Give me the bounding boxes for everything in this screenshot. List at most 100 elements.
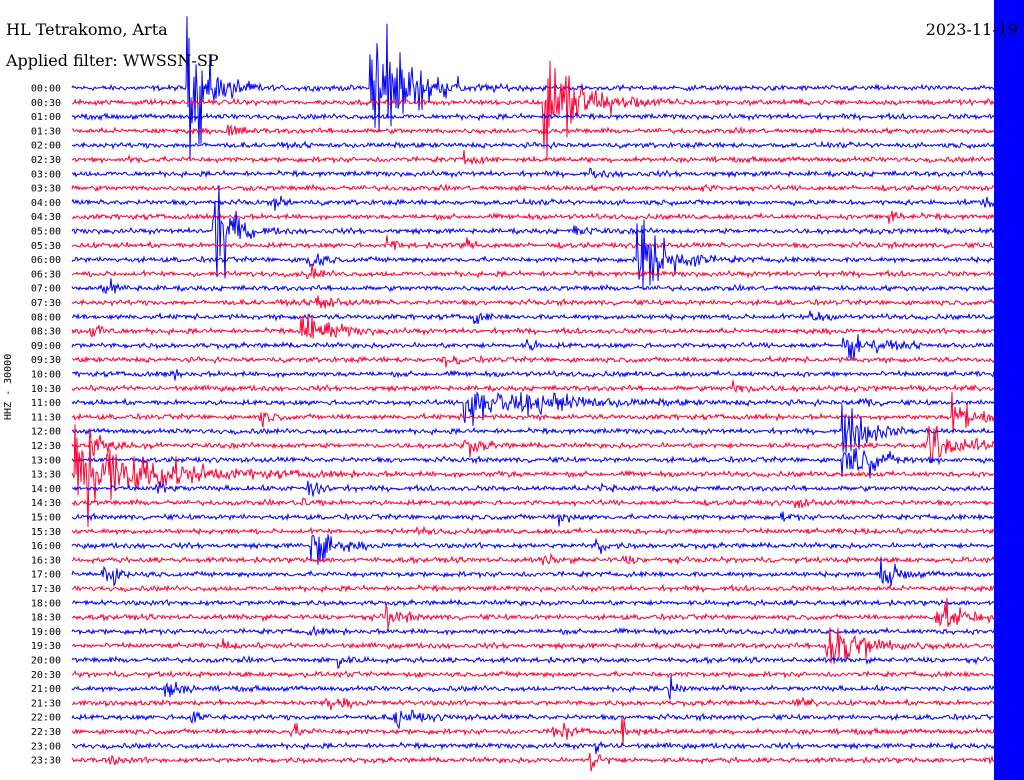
time-tick-label: 06:30 bbox=[31, 269, 61, 280]
time-tick-label: 15:00 bbox=[31, 513, 61, 524]
time-tick-label: 01:30 bbox=[31, 126, 61, 137]
time-tick-label: 03:30 bbox=[31, 184, 61, 195]
trace-line bbox=[71, 235, 1017, 251]
trace-line bbox=[71, 447, 1017, 479]
time-tick-label: 10:00 bbox=[31, 370, 61, 381]
trace-line bbox=[71, 380, 1017, 394]
trace-line bbox=[71, 625, 1017, 637]
trace-line bbox=[71, 525, 1017, 536]
time-tick-label: 17:30 bbox=[31, 584, 61, 595]
time-tick-label: 21:30 bbox=[31, 698, 61, 709]
time-tick-label: 13:00 bbox=[31, 455, 61, 466]
trace-line bbox=[71, 583, 1017, 594]
time-tick-label: 12:30 bbox=[31, 441, 61, 452]
time-tick-label: 05:30 bbox=[31, 241, 61, 252]
trace-line bbox=[71, 425, 1017, 464]
time-tick-label: 06:00 bbox=[31, 255, 61, 266]
station-title: HL Tetrakomo, Arta bbox=[6, 20, 168, 39]
trace-line bbox=[71, 278, 1016, 295]
time-tick-label: 19:30 bbox=[31, 641, 61, 652]
trace-line bbox=[71, 391, 1017, 432]
time-tick-label: 10:30 bbox=[31, 384, 61, 395]
trace-line bbox=[71, 310, 1017, 325]
trace-line bbox=[71, 369, 1017, 381]
trace-line bbox=[71, 669, 1017, 680]
trace-line bbox=[71, 183, 1017, 193]
trace-line bbox=[71, 111, 1017, 122]
trace-line bbox=[71, 752, 1017, 772]
time-tick-label: 01:00 bbox=[31, 112, 61, 123]
time-tick-label: 08:00 bbox=[31, 312, 61, 323]
time-tick-label: 09:30 bbox=[31, 355, 61, 366]
trace-line bbox=[71, 167, 1017, 179]
time-tick-label: 23:00 bbox=[31, 741, 61, 752]
time-tick-label: 04:00 bbox=[31, 198, 61, 209]
trace-line bbox=[71, 195, 1017, 211]
trace-line bbox=[71, 716, 1017, 746]
trace-line bbox=[71, 314, 1017, 339]
time-tick-label: 05:00 bbox=[31, 227, 61, 238]
trace-line bbox=[71, 219, 1017, 290]
trace-line bbox=[71, 534, 1017, 565]
time-tick-label: 21:00 bbox=[31, 684, 61, 695]
trace-line bbox=[71, 295, 1017, 309]
trace-line bbox=[71, 149, 1017, 166]
trace-line bbox=[71, 740, 1017, 755]
time-tick-label: 13:30 bbox=[31, 470, 61, 481]
filter-label: Applied filter: WWSSN-SP bbox=[6, 51, 219, 70]
time-tick-label: 18:00 bbox=[31, 598, 61, 609]
trace-line bbox=[71, 334, 1017, 361]
trace-line bbox=[71, 709, 1017, 730]
trace-line bbox=[72, 597, 1017, 628]
trace-line bbox=[71, 404, 1017, 454]
date-label: 2023-11-19 bbox=[925, 20, 1018, 39]
time-tick-label: 00:30 bbox=[31, 98, 61, 109]
trace-line bbox=[71, 140, 1017, 151]
trace-line bbox=[71, 480, 1017, 497]
time-tick-label: 12:00 bbox=[31, 427, 61, 438]
time-tick-label: 02:00 bbox=[31, 141, 61, 152]
time-tick-label: 14:00 bbox=[31, 484, 61, 495]
trace-line bbox=[71, 497, 1017, 508]
time-tick-label: 18:30 bbox=[31, 613, 61, 624]
time-tick-label: 22:30 bbox=[31, 727, 61, 738]
trace-line bbox=[71, 16, 1017, 161]
time-tick-label: 16:00 bbox=[31, 541, 61, 552]
time-tick-label: 07:30 bbox=[31, 298, 61, 309]
channel-axis-label: HHZ - 30000 bbox=[3, 353, 14, 420]
trace-line bbox=[71, 598, 1017, 608]
time-tick-label: 16:30 bbox=[31, 555, 61, 566]
time-tick-label: 04:30 bbox=[31, 212, 61, 223]
trace-line bbox=[71, 264, 1017, 280]
trace-line bbox=[71, 627, 1017, 664]
trace-line bbox=[71, 210, 1017, 224]
time-tick-label: 15:30 bbox=[31, 527, 61, 538]
time-tick-label: 22:00 bbox=[31, 713, 61, 724]
time-tick-label: 14:30 bbox=[31, 498, 61, 509]
trace-line bbox=[71, 696, 1017, 711]
time-tick-label: 20:30 bbox=[31, 670, 61, 681]
time-tick-label: 00:00 bbox=[31, 84, 61, 95]
time-tick-label: 02:30 bbox=[31, 155, 61, 166]
trace-line bbox=[71, 354, 1017, 368]
time-tick-label: 17:00 bbox=[31, 570, 61, 581]
time-tick-label: 11:30 bbox=[31, 412, 61, 423]
trace-line bbox=[71, 124, 1017, 136]
trace-line bbox=[71, 424, 1017, 527]
time-tick-label: 09:00 bbox=[31, 341, 61, 352]
trace-line bbox=[71, 556, 1016, 587]
trace-line bbox=[71, 511, 1017, 527]
time-tick-label: 07:00 bbox=[31, 284, 61, 295]
trace-line bbox=[71, 675, 1017, 700]
time-tick-label: 20:00 bbox=[31, 656, 61, 667]
clipped-burst bbox=[993, 0, 1024, 780]
trace-line bbox=[71, 391, 1017, 427]
time-tick-label: 19:00 bbox=[31, 627, 61, 638]
time-tick-label: 11:00 bbox=[31, 398, 61, 409]
time-tick-label: 03:00 bbox=[31, 169, 61, 180]
trace-line bbox=[71, 185, 1017, 279]
trace-line bbox=[71, 654, 1017, 669]
trace-line bbox=[71, 60, 1017, 158]
trace-line bbox=[71, 552, 1017, 566]
